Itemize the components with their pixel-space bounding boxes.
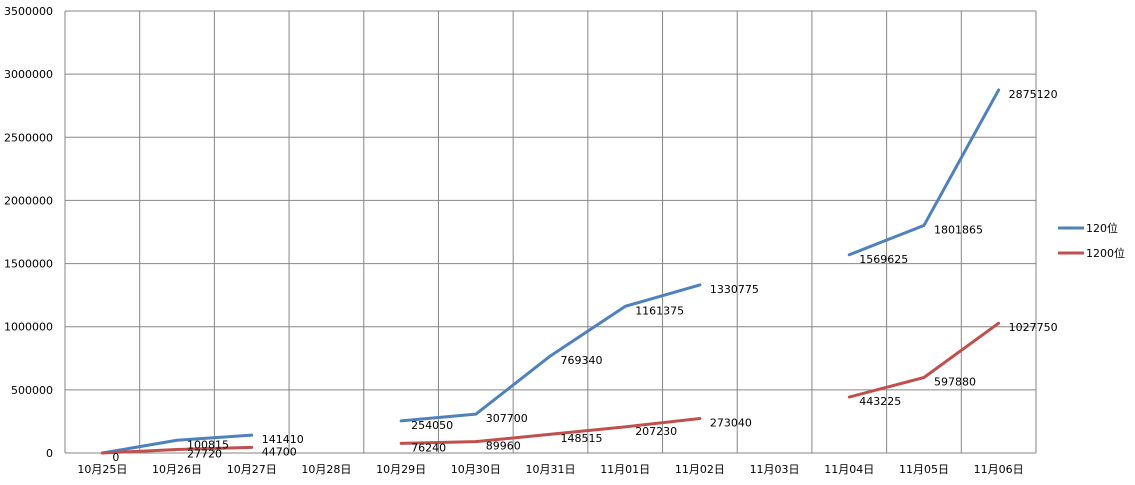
y-tick-label: 500000 — [11, 384, 53, 397]
x-tick-label: 11月06日 — [974, 463, 1024, 476]
y-tick-label: 3000000 — [4, 68, 53, 81]
x-tick-label: 11月04日 — [824, 463, 874, 476]
y-tick-label: 0 — [46, 447, 53, 460]
data-label: 100815 — [187, 438, 229, 451]
series-line-b — [100, 445, 254, 455]
data-label: 254050 — [411, 419, 453, 432]
x-axis: 10月25日 10月26日 10月27日 10月28日 10月29日 10月30日 10月3… — [77, 463, 1023, 476]
gridlines — [64, 10, 1037, 454]
x-tick-label: 10月31日 — [526, 463, 576, 476]
data-label: 2875120 — [1009, 88, 1058, 101]
x-tick-label: 10月25日 — [77, 463, 127, 476]
series-lines — [100, 88, 1001, 455]
legend: 120位 1200位 — [1058, 221, 1125, 260]
x-tick-label: 10月26日 — [152, 463, 202, 476]
data-label: 27720 — [187, 447, 222, 460]
data-label: 0 — [112, 451, 119, 464]
series-line-a — [847, 88, 1001, 257]
data-label: 44700 — [262, 445, 297, 458]
legend-label: 120位 — [1086, 221, 1118, 235]
data-labels: 0 100815 141410 254050 307700 769340 1161375 13… — [112, 88, 1057, 464]
series-line-a — [399, 283, 702, 423]
series-line-b — [847, 321, 1001, 399]
data-label: 141410 — [262, 433, 304, 446]
x-tick-label: 11月03日 — [750, 463, 800, 476]
data-label: 1801865 — [934, 223, 983, 236]
y-tick-label: 2500000 — [4, 131, 53, 144]
x-tick-label: 11月05日 — [899, 463, 949, 476]
series-line-b — [399, 417, 702, 445]
data-label: 443225 — [859, 395, 901, 408]
data-label: 307700 — [486, 412, 528, 425]
data-label: 148515 — [561, 432, 603, 445]
data-label: 1569625 — [859, 253, 908, 266]
x-tick-label: 11月02日 — [675, 463, 725, 476]
data-label: 1161375 — [635, 304, 684, 317]
data-label: 1027750 — [1009, 321, 1058, 334]
series-line-a — [100, 433, 254, 455]
x-tick-label: 11月01日 — [600, 463, 650, 476]
x-tick-label: 10月29日 — [376, 463, 426, 476]
data-label: 89960 — [486, 440, 521, 453]
y-tick-label: 1000000 — [4, 321, 53, 334]
data-label: 76240 — [411, 441, 446, 454]
data-label: 207230 — [635, 425, 677, 438]
data-label: 769340 — [561, 354, 603, 367]
y-tick-label: 1500000 — [4, 258, 53, 271]
x-tick-label: 10月28日 — [301, 463, 351, 476]
data-label: 1330775 — [710, 283, 759, 296]
legend-label: 1200位 — [1086, 246, 1125, 260]
y-tick-label: 2000000 — [4, 194, 53, 207]
data-label: 273040 — [710, 417, 752, 430]
x-tick-label: 10月27日 — [227, 463, 277, 476]
x-tick-label: 10月30日 — [451, 463, 501, 476]
y-axis: 0 500000 1000000 1500000 2000000 2500000 30000… — [4, 5, 53, 460]
data-label: 597880 — [934, 375, 976, 388]
y-tick-label: 3500000 — [4, 5, 53, 18]
